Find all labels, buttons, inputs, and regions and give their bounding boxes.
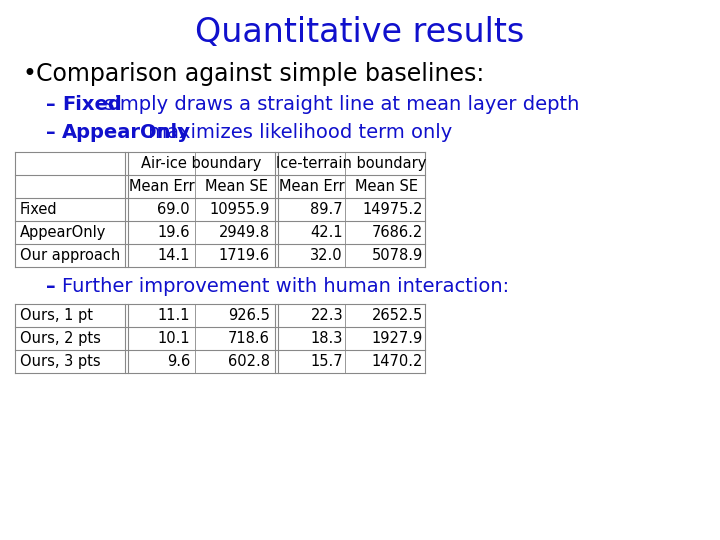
Text: Air-ice boundary: Air-ice boundary (141, 156, 261, 171)
Text: 1927.9: 1927.9 (372, 331, 423, 346)
Text: maximizes likelihood term only: maximizes likelihood term only (142, 124, 452, 143)
Text: 69.0: 69.0 (158, 202, 190, 217)
Text: Mean SE: Mean SE (355, 179, 418, 194)
Text: 19.6: 19.6 (158, 225, 190, 240)
Text: 9.6: 9.6 (167, 354, 190, 369)
Text: AppearOnly: AppearOnly (20, 225, 107, 240)
Text: 7686.2: 7686.2 (372, 225, 423, 240)
Text: –: – (46, 124, 55, 143)
Text: •: • (22, 62, 36, 86)
Text: Fixed: Fixed (62, 96, 122, 114)
Text: 14.1: 14.1 (158, 248, 190, 263)
Text: 11.1: 11.1 (158, 308, 190, 323)
Text: Ours, 1 pt: Ours, 1 pt (20, 308, 93, 323)
Text: –: – (46, 96, 55, 114)
Text: Our approach: Our approach (20, 248, 120, 263)
Text: Mean Err: Mean Err (129, 179, 194, 194)
Text: 42.1: 42.1 (310, 225, 343, 240)
Text: 5078.9: 5078.9 (372, 248, 423, 263)
Text: 2949.8: 2949.8 (219, 225, 270, 240)
Text: Comparison against simple baselines:: Comparison against simple baselines: (36, 62, 485, 86)
Text: 926.5: 926.5 (228, 308, 270, 323)
Text: Ice-terrain boundary: Ice-terrain boundary (276, 156, 427, 171)
Text: 10.1: 10.1 (158, 331, 190, 346)
Text: Further improvement with human interaction:: Further improvement with human interacti… (62, 278, 509, 296)
Text: Quantitative results: Quantitative results (195, 16, 525, 49)
Text: 10955.9: 10955.9 (210, 202, 270, 217)
Text: simply draws a straight line at mean layer depth: simply draws a straight line at mean lay… (98, 96, 580, 114)
Text: 18.3: 18.3 (310, 331, 343, 346)
Text: 89.7: 89.7 (310, 202, 343, 217)
Text: Mean SE: Mean SE (205, 179, 268, 194)
Text: –: – (46, 278, 55, 296)
Text: 2652.5: 2652.5 (372, 308, 423, 323)
Text: Ours, 3 pts: Ours, 3 pts (20, 354, 101, 369)
Text: AppearOnly: AppearOnly (62, 124, 191, 143)
Text: Fixed: Fixed (20, 202, 58, 217)
Text: 15.7: 15.7 (310, 354, 343, 369)
Text: 1719.6: 1719.6 (219, 248, 270, 263)
Text: 602.8: 602.8 (228, 354, 270, 369)
Text: 32.0: 32.0 (310, 248, 343, 263)
Text: 14975.2: 14975.2 (362, 202, 423, 217)
Text: Ours, 2 pts: Ours, 2 pts (20, 331, 101, 346)
Text: 1470.2: 1470.2 (372, 354, 423, 369)
Text: 718.6: 718.6 (228, 331, 270, 346)
Text: Mean Err: Mean Err (279, 179, 344, 194)
Text: 22.3: 22.3 (310, 308, 343, 323)
